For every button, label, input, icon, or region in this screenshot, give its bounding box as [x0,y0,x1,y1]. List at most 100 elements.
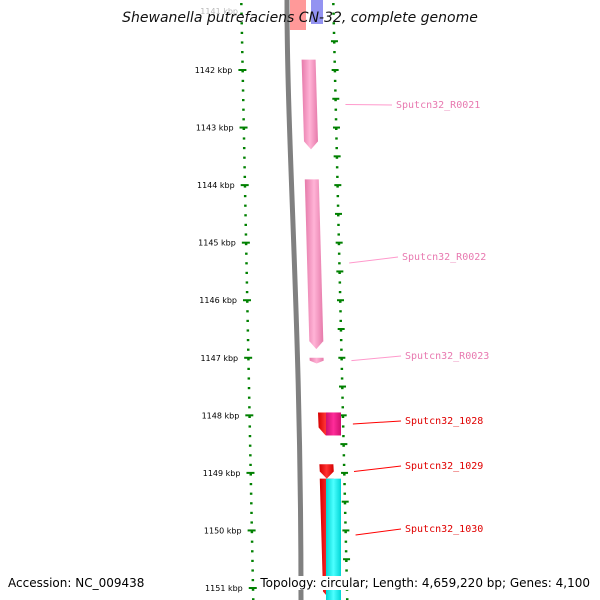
ruler-minor-tick [332,31,336,34]
ruler-right-tick [333,155,341,158]
ruler-right-tick [340,443,348,446]
ruler-minor-tick [344,550,348,553]
ruler-minor-tick [246,310,249,313]
ruler-minor-tick [240,12,243,15]
ruler-minor-tick [332,3,335,6]
ruler-minor-tick [342,435,345,438]
ruler-minor-tick [243,175,247,178]
ruler-label: 1146 kbp [199,296,237,305]
ruler-label: 1150 kbp [204,526,242,535]
ruler-minor-tick [345,598,349,600]
ruler-minor-tick [251,569,254,572]
ruler-minor-tick [246,319,249,322]
ruler-minor-tick [338,281,342,284]
ruler-minor-tick [249,492,253,495]
ruler-minor-tick [333,60,336,63]
ruler-right-tick [330,40,338,43]
ruler-minor-tick [250,511,253,514]
magenta-feature-block [326,412,341,436]
feature-arrow [309,357,324,364]
feature-arrow [301,59,318,150]
label-leader-line [355,528,402,536]
ruler-minor-tick [334,118,338,121]
ruler-major-tick [247,529,256,532]
ruler-minor-tick [343,483,346,486]
ruler-minor-tick [241,51,244,54]
ruler-right-tick [331,69,339,71]
feature-label: Sputcn32_R0021 [396,100,480,111]
ruler-minor-tick [240,31,244,34]
ruler-minor-tick [242,118,245,121]
ruler-minor-tick [339,300,342,303]
ruler-right-tick [342,529,350,532]
accession-text: Accession: NC_009438 [8,576,145,590]
ruler-minor-tick [340,367,344,370]
ruler-major-tick [240,184,249,187]
ruler-minor-tick [248,435,252,438]
ruler-minor-tick [341,415,345,418]
ruler-minor-tick [342,463,346,466]
label-leader-line [352,420,402,425]
ruler-minor-tick [243,166,246,169]
ruler-minor-tick [244,243,248,246]
cyan-feature-block [326,478,341,600]
ruler-minor-tick [249,483,253,486]
ruler-minor-tick [250,540,254,543]
map-title: Shewanella putrefaciens CN-32, complete … [122,10,478,26]
ruler-minor-tick [249,454,252,457]
top-partial-features: 1141 kbp [200,0,323,30]
ruler-minor-tick [242,147,246,150]
ruler-minor-tick [337,223,340,226]
ruler-minor-tick [243,156,246,159]
ruler-minor-tick [246,348,250,351]
ruler-minor-tick [341,406,345,409]
ruler-minor-tick [337,252,341,255]
feature-track [301,59,341,600]
ruler-minor-tick [343,511,347,514]
ruler-right-tick [339,414,347,417]
feature-label: Sputcn32_1029 [405,461,483,472]
ruler-minor-tick [251,550,254,553]
ruler-label-partial: 1141 kbp [200,7,238,16]
ruler-minor-tick [247,358,250,361]
ruler-minor-tick [340,377,344,380]
ruler-minor-tick [248,444,252,447]
ruler-minor-tick [335,156,339,159]
ruler-minor-tick [340,348,343,351]
ruler-label: 1151 kbp [205,584,243,593]
ruler-minor-tick [334,99,337,102]
ruler-minor-tick [251,598,255,600]
ruler-right-tick [343,558,351,561]
ruler-minor-tick [240,41,244,44]
ruler-right-tick [339,385,347,388]
ruler-minor-tick [333,70,337,73]
ruler-minor-tick [342,454,346,457]
ruler-minor-tick [338,262,341,265]
label-leader-line [353,465,402,472]
ruler-minor-tick [250,531,254,534]
feature-label: Sputcn32_R0022 [402,252,486,263]
ruler-minor-tick [332,12,335,15]
genome-backbone [284,0,304,600]
ruler-minor-tick [335,166,339,169]
ruler-minor-tick [341,396,344,399]
ruler-minor-tick [334,108,338,111]
ruler-minor-tick [246,329,250,332]
ruler-minor-tick [332,22,336,25]
ruler-minor-tick [336,185,339,188]
ruler-label: 1149 kbp [203,469,241,478]
ruler-major-tick [245,414,254,417]
ruler-right-tick [341,500,349,503]
ruler-minor-tick [344,540,348,543]
ruler-minor-tick [342,444,345,447]
ruler-minor-tick [249,473,252,476]
ruler-major-tick [238,69,247,71]
ruler-minor-tick [335,147,338,150]
ruler-minor-tick [345,559,348,562]
ruler-minor-tick [244,204,247,207]
ruler-minor-tick [244,214,247,217]
ruler-minor-tick [344,531,347,534]
topology-text: Topology: circular; Length: 4,659,220 bp… [260,576,590,590]
ruler-minor-tick [244,223,247,226]
